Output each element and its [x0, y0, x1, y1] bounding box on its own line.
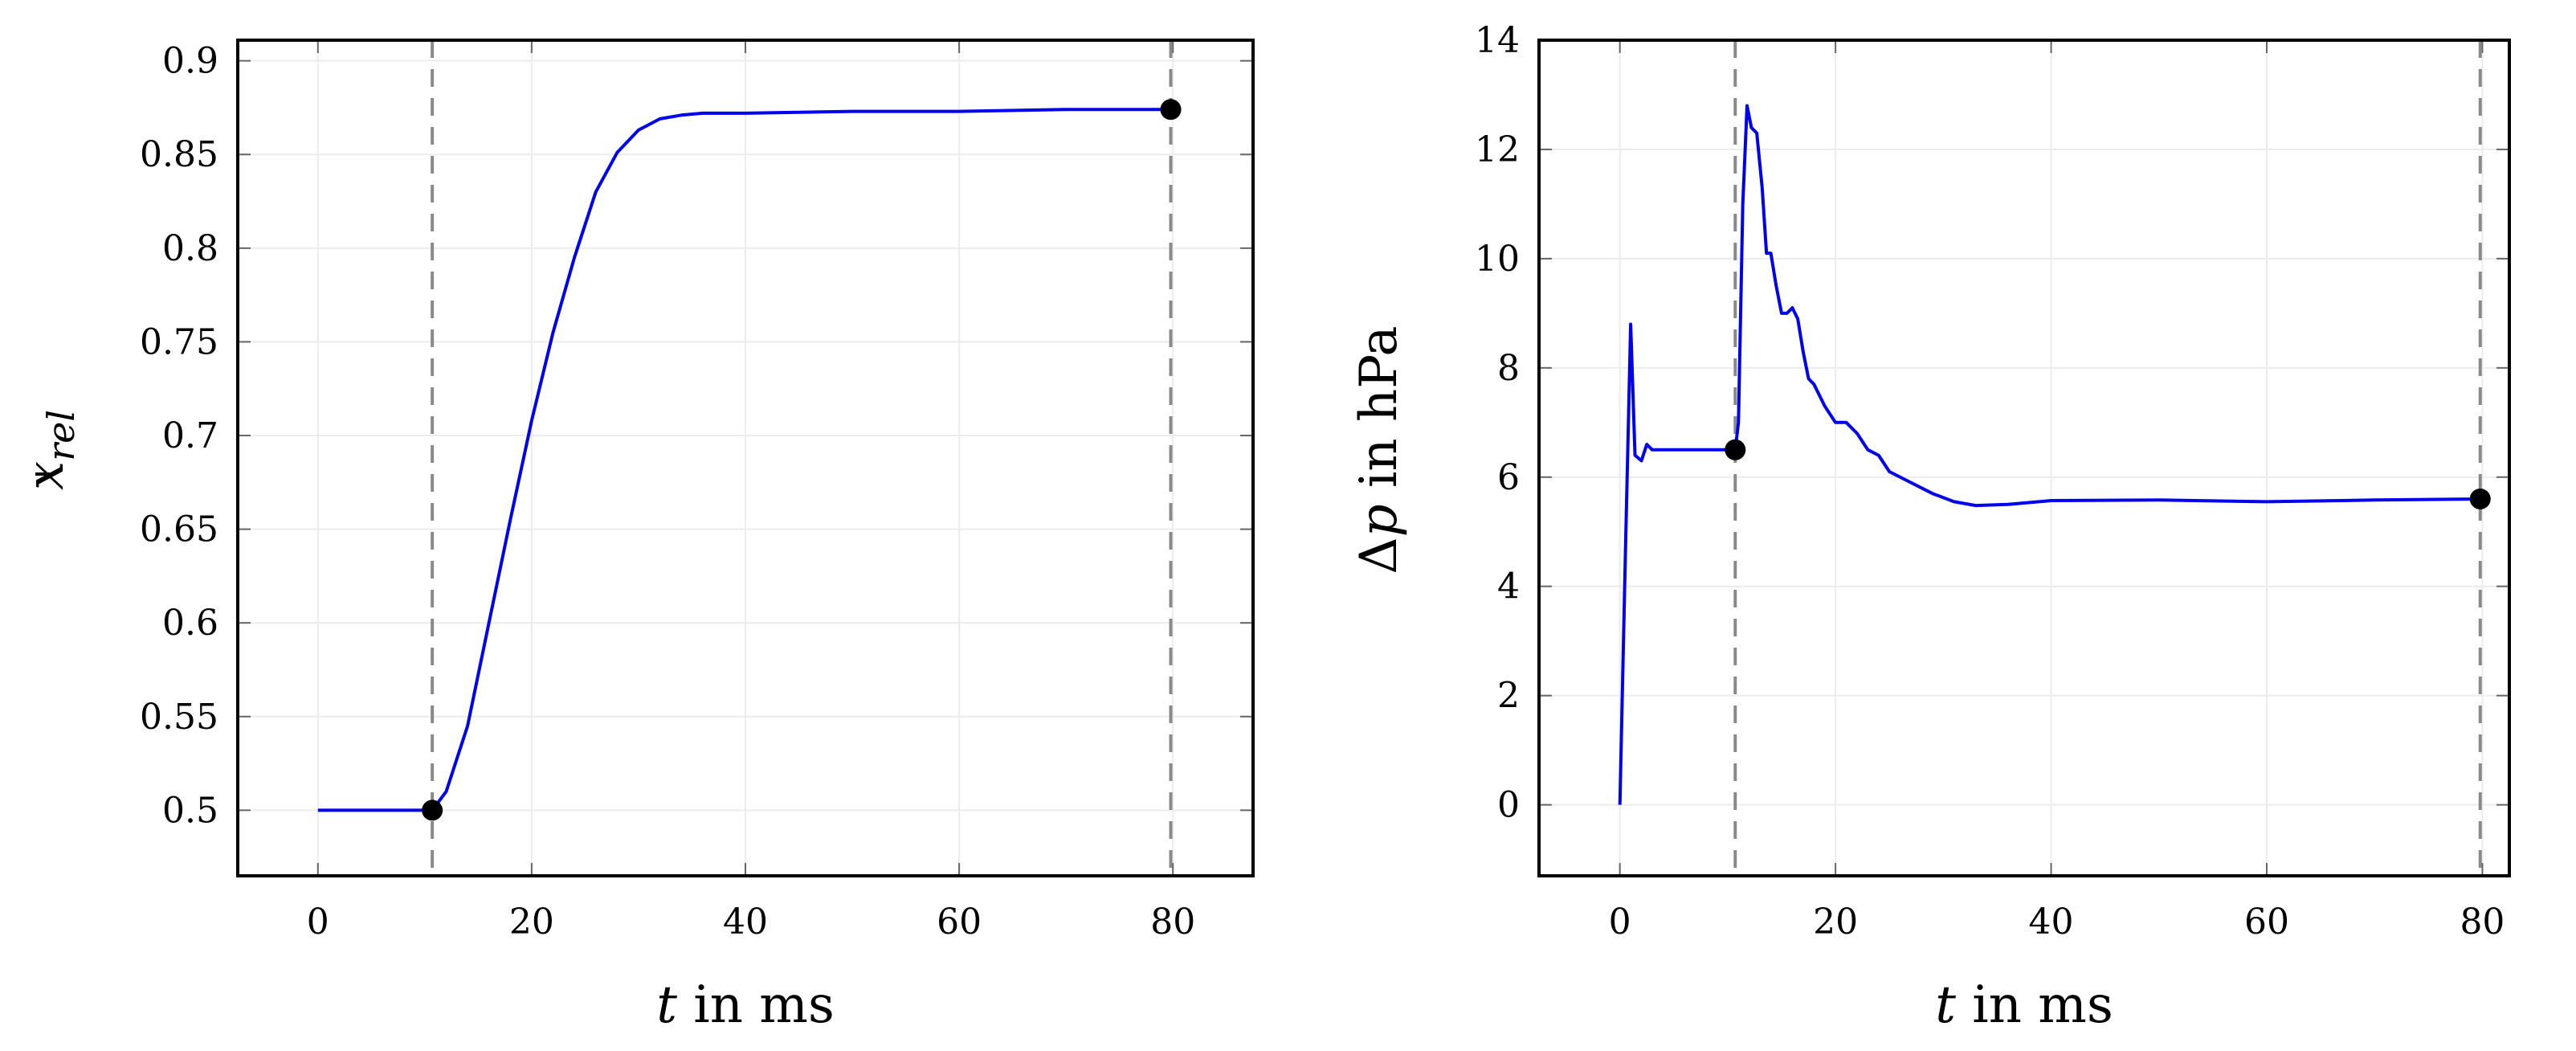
chart-2-frame — [1537, 39, 2511, 877]
chart-1-ytick-label-8: 0.9 — [162, 41, 218, 82]
chart-1-xtick-label-1: 20 — [509, 902, 554, 943]
chart-2-marker-0 — [1725, 439, 1746, 460]
chart-1-ytick-label-7: 0.85 — [140, 134, 218, 175]
chart-1-ytick-label-0: 0.5 — [162, 790, 218, 831]
chart-2-y-axis-label: Δp in hPa — [1349, 325, 1409, 574]
chart-1-frame — [236, 39, 1255, 877]
chart-2-ytick-label-4: 8 — [1497, 348, 1520, 389]
chart-2-xtick-label-4: 80 — [2460, 902, 2505, 943]
chart-1-xtick-label-0: 0 — [307, 902, 329, 943]
chart-2-ytick-label-0: 0 — [1497, 785, 1520, 826]
chart-2-series-line-0 — [1618, 104, 2480, 805]
chart-2-ytick-label-2: 4 — [1497, 566, 1520, 607]
chart-2-ytick-label-7: 14 — [1475, 20, 1520, 61]
chart-1-marker-0 — [422, 799, 443, 821]
chart-1-xtick-label-3: 60 — [937, 902, 982, 943]
chart-2-ytick-label-6: 12 — [1475, 129, 1520, 170]
chart-1-x-axis-label: t in ms — [656, 975, 835, 1035]
chart-2-group: 0 20 40 60 80 0 2 4 6 8 10 12 14 t in ms Δp in hPa — [1349, 20, 2511, 1035]
chart-2-ytick-label-5: 10 — [1475, 239, 1520, 280]
chart-2-x-axis-label: t in ms — [1935, 975, 2113, 1035]
chart-1-group: 0 20 40 60 80 0.5 0.55 0.6 0.65 0.7 0.75 0.8 0.85 0.9… — [16, 39, 1255, 1035]
chart-1-xtick-label-2: 40 — [723, 902, 768, 943]
chart-2-xtick-label-1: 20 — [1813, 902, 1858, 943]
chart-2-marker-1 — [2469, 488, 2491, 509]
chart-2-ytick-label-3: 6 — [1497, 457, 1520, 498]
chart-1-ytick-label-1: 0.55 — [140, 697, 218, 738]
chart-1-ytick-label-6: 0.8 — [162, 228, 218, 269]
chart-1-y-axis-label: xrel — [16, 410, 83, 490]
chart-2-xtick-label-0: 0 — [1609, 902, 1631, 943]
chart-1-ytick-label-4: 0.7 — [162, 415, 218, 456]
chart-1-series-line-0 — [317, 108, 1171, 812]
chart-2-xtick-label-3: 60 — [2244, 902, 2289, 943]
chart-2-xtick-label-2: 40 — [2029, 902, 2074, 943]
chart-1-ytick-label-5: 0.75 — [140, 321, 218, 362]
chart-1-ytick-label-2: 0.6 — [162, 603, 218, 644]
chart-1-marker-1 — [1160, 99, 1182, 121]
chart-1-ytick-label-3: 0.65 — [140, 509, 218, 550]
chart-1-xtick-label-4: 80 — [1150, 902, 1195, 943]
chart-2-ytick-label-1: 2 — [1497, 676, 1520, 717]
